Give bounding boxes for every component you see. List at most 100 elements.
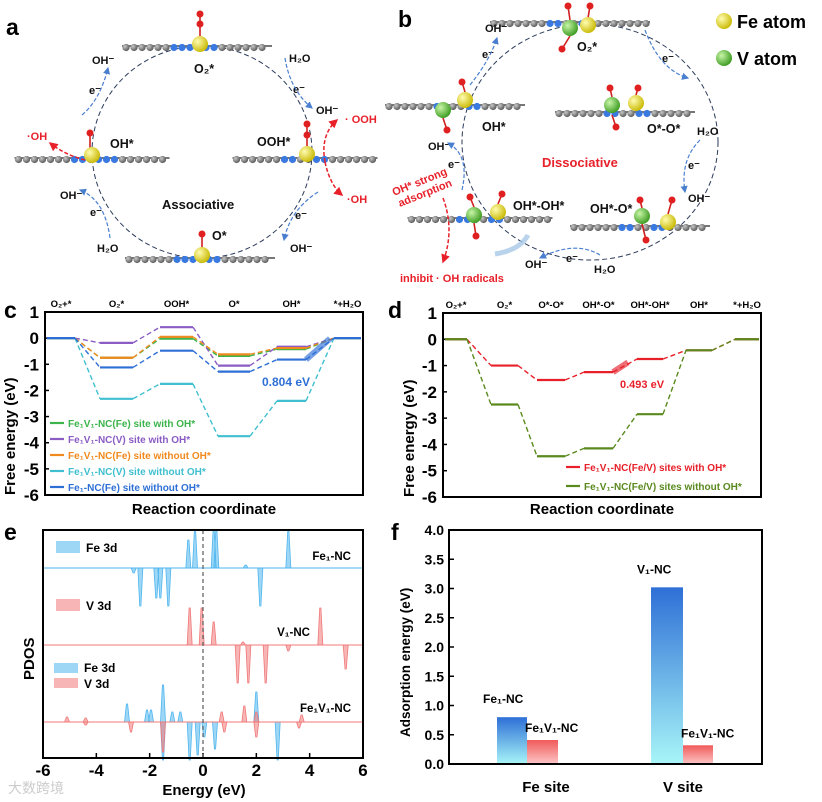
y-tick-label: 1 [30,303,39,322]
arrow-icon [680,139,701,194]
carbon-atom [698,223,706,232]
arrow-icon [78,188,111,239]
oxygen-atom [668,196,676,204]
category-label: O₂+* [446,300,467,311]
transition-line [466,339,492,405]
carbon-atom [543,215,552,224]
pdos-peak [221,721,228,733]
x-axis-title: Reaction coordinate [530,501,674,518]
pdos-peak [130,567,137,574]
rate-limiting-step-highlight [611,359,630,375]
carbon-atom [527,215,536,224]
bar-label: Fe₁V₁-NC [525,721,579,735]
carbon-atom [138,43,146,52]
oxygen-atom [612,123,620,131]
carbon-atom [46,155,55,164]
panel-b-dissociative-scheme: b Fe atom V atom O₂* O*-O* OH*-O* OH*-OH… [385,2,806,285]
carbon-atom [393,102,401,111]
y-tick-label: 3.5 [425,551,445,567]
carbon-atom [344,155,353,164]
pdos-peak [241,705,248,723]
transition-line [192,350,219,373]
carbon-atom [409,102,417,111]
y-tick-label: 0 [30,329,39,348]
arrow-icon [446,142,465,191]
pdos-peak [82,717,89,723]
legend-swatch [54,678,78,688]
carbon-atom [240,155,249,164]
state-oh: OH* [110,137,134,151]
category-label: OH*-OH* [630,300,669,311]
plot-frame [442,312,762,498]
oxygen-atom [196,10,204,18]
y-tick-label: -5 [422,462,437,481]
species-electron: e⁻ [566,253,578,265]
category-label: O* [228,299,239,310]
carbon-atom [439,215,448,224]
carbon-atom [535,215,544,224]
transition-line [249,346,278,367]
carbon-atom [407,215,416,224]
carbon-atom [401,102,409,111]
carbon-atom [237,255,245,264]
pdos-peak [253,721,260,738]
iron-atom [84,147,100,163]
iron-atom [457,92,473,108]
category-label: OH*-O* [582,300,615,311]
carbon-atom [352,155,361,164]
carbon-atom [133,255,141,264]
transition-line [132,326,161,344]
carbon-atom [489,102,497,111]
carbon-atom [506,19,514,28]
carbon-atom [570,223,578,232]
legend-label: Fe₁V₁-NC(Fe/V) sites without OH* [584,482,742,493]
y-tick-label: -2 [422,383,437,402]
carbon-atom [674,223,682,232]
carbon-atom [497,102,505,111]
watermark: 大数跨境 [8,780,64,796]
arrow-icon [441,197,450,264]
carbon-atom [587,109,595,118]
y-tick-label: 2.0 [425,639,445,655]
y-axis-title: Free energy (eV) [401,379,418,497]
state-oh: OH* [482,120,506,134]
y-tick-label: 1.0 [425,698,445,714]
pdos-peak [186,721,193,761]
oxygen-atom [564,2,572,10]
nitrogen-atom [213,255,221,264]
panel-d-free-energy-chart: d 1 0 -1 -2 -3 -4 -5 -6 O₂+* O₂* O*-O* OH*-O* OH*-OH… [388,297,762,518]
pdos-peak [186,607,193,646]
species-hydroxide: OH⁻ [428,141,451,153]
carbon-atom [250,43,258,52]
panel-a-associative-scheme: a O₂* OOH* O* OH* Associative H₂O e⁻ OH⁻… [6,10,378,264]
oxygen-atom [606,84,614,92]
species-hydroxide: OH⁻ [485,23,508,35]
transition-line [517,404,538,457]
y-axis-title: PDOS [21,637,38,680]
transition-line [249,347,278,356]
y-tick-label: -2 [24,381,39,400]
carbon-atom [602,223,610,232]
bar [527,740,558,764]
carbon-atom [503,215,512,224]
oxygen-atom [198,230,206,238]
radical-oh: ·OH [27,131,47,143]
oxygen-atom [303,120,311,128]
y-tick-label: -3 [24,408,39,427]
carbon-atom [229,255,237,264]
y-tick-label: 0.0 [425,756,445,772]
carbon-atom [634,19,642,28]
carbon-atom [642,19,650,28]
carbon-atom [154,43,162,52]
mechanism-label: Dissociative [542,155,618,170]
carbon-atom [514,19,522,28]
carbon-atom [563,109,571,118]
carbon-atom [122,43,130,52]
carbon-atom [261,255,269,264]
nitrogen-atom [110,155,119,164]
carbon-atom [642,223,650,232]
y-tick-label: 4.0 [425,522,445,538]
transition-line [249,358,278,373]
y-tick-label: -4 [422,435,438,454]
